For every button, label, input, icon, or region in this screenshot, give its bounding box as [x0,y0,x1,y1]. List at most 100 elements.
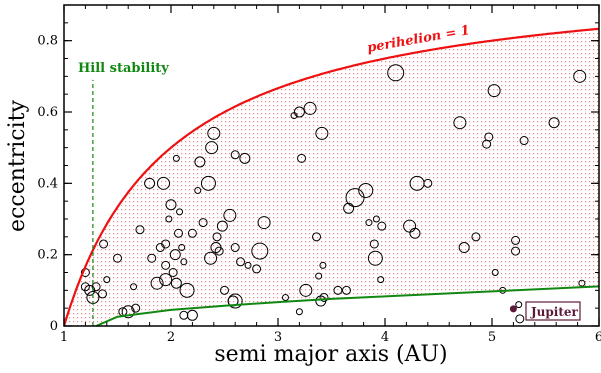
hill-stability-label: Hill stability [78,61,169,76]
data-point [230,150,240,160]
y-tick-label: 0 [50,319,58,334]
data-point [168,268,178,277]
data-point [169,249,181,261]
data-point [515,301,523,309]
data-point [200,175,216,191]
x-tick-label: 2 [167,330,175,345]
data-point [377,276,385,284]
data-point [161,239,171,249]
data-point [159,273,173,287]
jupiter-marker [509,305,517,313]
data-point [130,283,138,291]
data-point [358,182,374,198]
data-point [372,215,380,223]
data-point [205,141,219,155]
data-point [91,282,101,292]
data-point [257,216,271,230]
data-point [297,153,307,163]
data-point [293,106,305,118]
data-point [251,242,269,260]
data-point [103,276,111,284]
data-point [179,282,195,298]
data-point [161,260,171,270]
data-point [113,253,122,263]
lower-curve [95,285,599,326]
data-point [487,84,501,98]
data-point [367,250,383,266]
y-axis-title: eccentricity [5,99,30,231]
y-tick-label: 0.2 [37,248,58,263]
data-point [186,309,198,321]
axis-ticks: 1 2 3 4 5 6 0 0.2 0.4 0.6 0.8 [37,4,601,345]
data-point [157,176,171,190]
data-point [131,303,141,313]
data-points [80,64,587,324]
data-point [244,261,252,269]
x-tick-label: 6 [595,330,601,345]
data-point [548,117,560,129]
x-tick-label: 5 [488,330,496,345]
data-point [239,152,251,164]
data-point [281,293,289,301]
data-point [172,154,180,162]
data-point [165,199,177,211]
data-point [341,285,351,295]
data-point [150,276,164,290]
data-point [194,156,206,168]
data-point [333,285,343,295]
data-point [315,272,323,280]
data-point [299,283,313,297]
data-point [471,232,481,242]
data-point [511,235,521,245]
jupiter-label: Jupiter [530,305,579,319]
data-point [515,314,525,324]
data-point [198,218,208,228]
data-point [173,228,183,238]
data-point [303,101,317,115]
y-tick-label: 0.6 [37,105,58,120]
data-point [453,116,467,130]
data-point [387,64,405,82]
data-point [458,242,470,254]
data-point [319,292,329,302]
data-point [98,289,108,299]
data-point [236,257,246,267]
data-point [147,253,157,263]
data-point [180,258,188,266]
data-point [212,232,222,242]
curves [64,27,599,326]
data-point [207,126,221,140]
data-point [223,208,237,222]
data-point [409,227,421,239]
data-point [227,293,243,309]
data-point [194,186,202,194]
data-point [230,243,240,253]
data-point [315,126,329,140]
jupiter-label-box [525,301,581,321]
x-tick-label: 3 [274,330,282,345]
data-point [423,178,433,188]
data-point [319,261,327,269]
data-point [216,220,228,232]
y-tick-label: 0.4 [37,176,58,191]
data-point [252,264,262,274]
data-point [369,239,379,249]
x-tick-label: 1 [60,330,68,345]
data-point [491,269,499,276]
data-point [214,246,224,256]
data-point [204,251,218,265]
data-point [99,239,109,249]
x-axis-title: semi major axis (AU) [214,342,447,367]
data-point [165,215,173,223]
data-point [187,228,197,238]
perihelion-curve [64,27,599,326]
data-point [312,232,322,242]
data-point [176,208,184,216]
x-tick-label: 4 [381,330,389,345]
data-point [519,136,529,146]
data-point [484,132,494,142]
y-tick-label: 0.8 [37,34,58,49]
data-point [573,69,587,83]
data-point [377,221,387,231]
